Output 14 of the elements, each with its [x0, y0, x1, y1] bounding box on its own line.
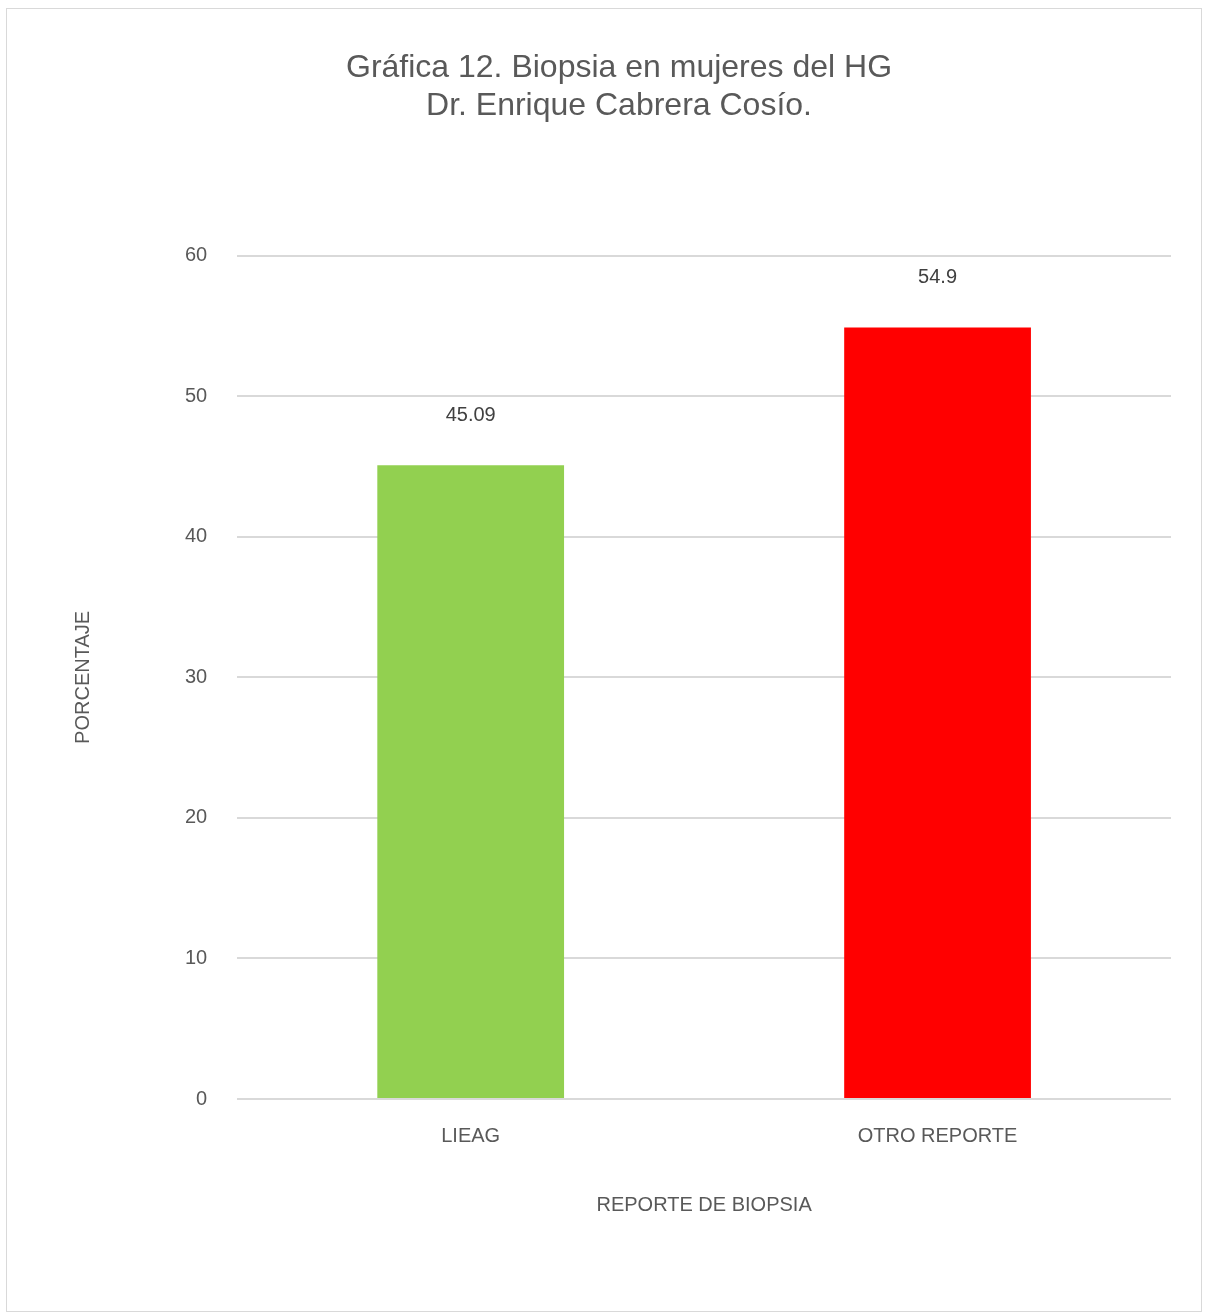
y-tick-label: 10: [185, 945, 208, 968]
y-tick-label: 40: [185, 524, 208, 547]
data-label: 45.09: [445, 402, 496, 425]
chart-title: Gráfica 12. Biopsia en mujeres del HG Dr. Enrique Cabrera Cosío.: [345, 48, 893, 123]
data-label: 54.9: [918, 264, 958, 287]
x-tick-label: OTRO REPORTE: [857, 1123, 1018, 1146]
x-axis-title: REPORTE DE BIOPSIA: [596, 1192, 813, 1215]
y-tick-label: 0: [196, 1086, 208, 1109]
y-tick-label: 30: [185, 664, 208, 687]
y-axis-title: PORCENTAJE: [70, 610, 93, 744]
y-tick-label: 60: [185, 243, 208, 266]
x-tick-label: LIEAG: [441, 1123, 501, 1146]
y-tick-label: 20: [185, 805, 208, 828]
y-tick-label: 50: [185, 383, 208, 406]
